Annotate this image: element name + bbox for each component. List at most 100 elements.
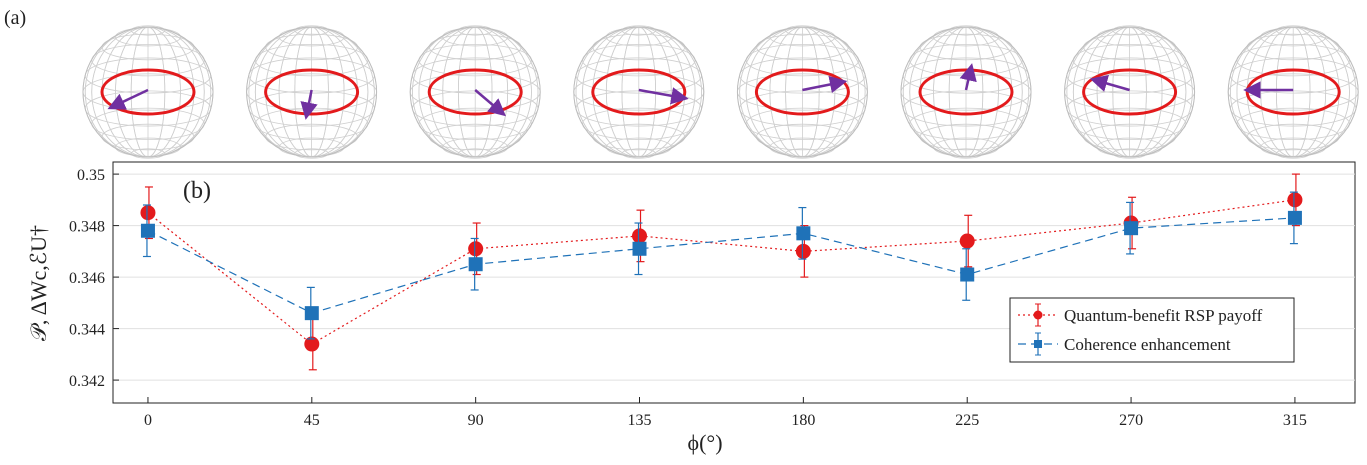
marker [468, 257, 483, 272]
sphere-latitude [1246, 33, 1340, 61]
bloch-sphere [573, 25, 705, 159]
bloch-sphere [1064, 25, 1196, 159]
sphere-latitude [1083, 123, 1176, 151]
panel-label: (a) [4, 7, 26, 29]
y-tick-label: 0.348 [69, 219, 105, 236]
legend-marker [1033, 310, 1043, 320]
state-vector [1089, 75, 1130, 92]
state-vector [474, 89, 507, 117]
sphere-latitude [1260, 137, 1327, 157]
marker [632, 241, 647, 256]
y-tick-label: 0.344 [69, 322, 105, 339]
marker [1287, 192, 1303, 208]
x-tick-label: 225 [955, 412, 979, 429]
legend-label: Quantum-benefit RSP payoff [1064, 306, 1263, 325]
sphere-latitude [294, 25, 329, 36]
x-tick-label: 180 [791, 412, 815, 429]
sphere-latitude [294, 148, 329, 159]
marker [795, 243, 811, 259]
sphere-latitude [1096, 137, 1163, 157]
equator [427, 68, 523, 116]
sphere-latitude [592, 33, 686, 61]
marker [304, 306, 319, 321]
sphere-latitude [605, 137, 672, 157]
marker [632, 228, 648, 244]
sphere-latitude [115, 137, 181, 157]
sphere-latitude [1083, 33, 1176, 61]
x-tick-label: 45 [304, 412, 320, 429]
sphere-latitude [769, 137, 836, 157]
series-line [147, 217, 1295, 314]
sphere-latitude [605, 27, 672, 47]
sphere-latitude [1260, 27, 1327, 47]
sphere-latitude [1096, 27, 1163, 47]
bloch-sphere [246, 25, 378, 159]
marker [796, 226, 811, 241]
marker [468, 241, 484, 257]
state-vector [300, 89, 318, 120]
y-axis-label: 𝒫, ΔWc,ℰU† [26, 225, 51, 341]
state-vector [638, 87, 689, 105]
sphere-latitude [101, 123, 195, 151]
sphere-latitude [265, 33, 358, 61]
sphere-latitude [130, 25, 166, 36]
y-tick-label: 0.346 [69, 270, 105, 287]
sphere-latitude [442, 27, 509, 47]
sphere-latitude [130, 148, 166, 159]
bloch-sphere [736, 25, 868, 159]
sphere-latitude [101, 33, 195, 61]
sphere-latitude [785, 25, 820, 36]
x-tick-label: 0 [144, 412, 152, 429]
sphere-latitude [948, 25, 984, 36]
sphere-outline [1064, 26, 1196, 158]
sphere-latitude [756, 123, 849, 151]
sphere-latitude [278, 27, 345, 47]
sphere-latitude [933, 27, 999, 47]
sphere-outline [736, 26, 868, 158]
sphere-latitude [621, 148, 657, 159]
state-vector [107, 88, 149, 110]
sphere-outline [246, 26, 378, 158]
sphere-latitude [457, 25, 493, 36]
marker [1124, 221, 1139, 236]
x-tick-label: 315 [1283, 412, 1307, 429]
legend-marker [1034, 340, 1042, 348]
sphere-latitude [1246, 123, 1340, 151]
sphere-latitude [428, 33, 522, 61]
legend-box [1009, 297, 1295, 363]
sphere-outline [573, 26, 705, 158]
marker [304, 336, 320, 352]
sphere-latitude [278, 137, 345, 157]
sphere-latitude [457, 148, 493, 159]
sphere-latitude [442, 137, 509, 157]
sphere-latitude [428, 123, 522, 151]
bloch-spheres [82, 25, 1359, 159]
x-tick-label: 270 [1119, 412, 1143, 429]
sphere-outline [82, 26, 214, 158]
sphere-latitude [948, 148, 984, 159]
equator [754, 68, 850, 116]
equator [100, 68, 196, 116]
series-line [147, 199, 1296, 345]
sphere-outline [900, 26, 1032, 158]
marker [140, 223, 155, 238]
sphere-latitude [785, 148, 820, 159]
x-axis-label: ϕ(°) [687, 430, 722, 455]
bloch-sphere [409, 25, 541, 159]
sphere-latitude [919, 33, 1013, 61]
sphere-latitude [621, 25, 657, 36]
sphere-latitude [756, 33, 849, 61]
sphere-latitude [933, 137, 999, 157]
panel-label: (b) [183, 178, 211, 204]
marker [959, 233, 975, 249]
equator [1082, 68, 1178, 116]
bloch-sphere [82, 25, 214, 159]
x-tick-label: 135 [628, 412, 652, 429]
sphere-latitude [1112, 148, 1147, 159]
y-tick-label: 0.35 [77, 167, 105, 184]
state-vector [959, 63, 977, 91]
sphere-latitude [592, 123, 686, 151]
state-vector [802, 75, 848, 94]
sphere-outline [1227, 26, 1359, 158]
